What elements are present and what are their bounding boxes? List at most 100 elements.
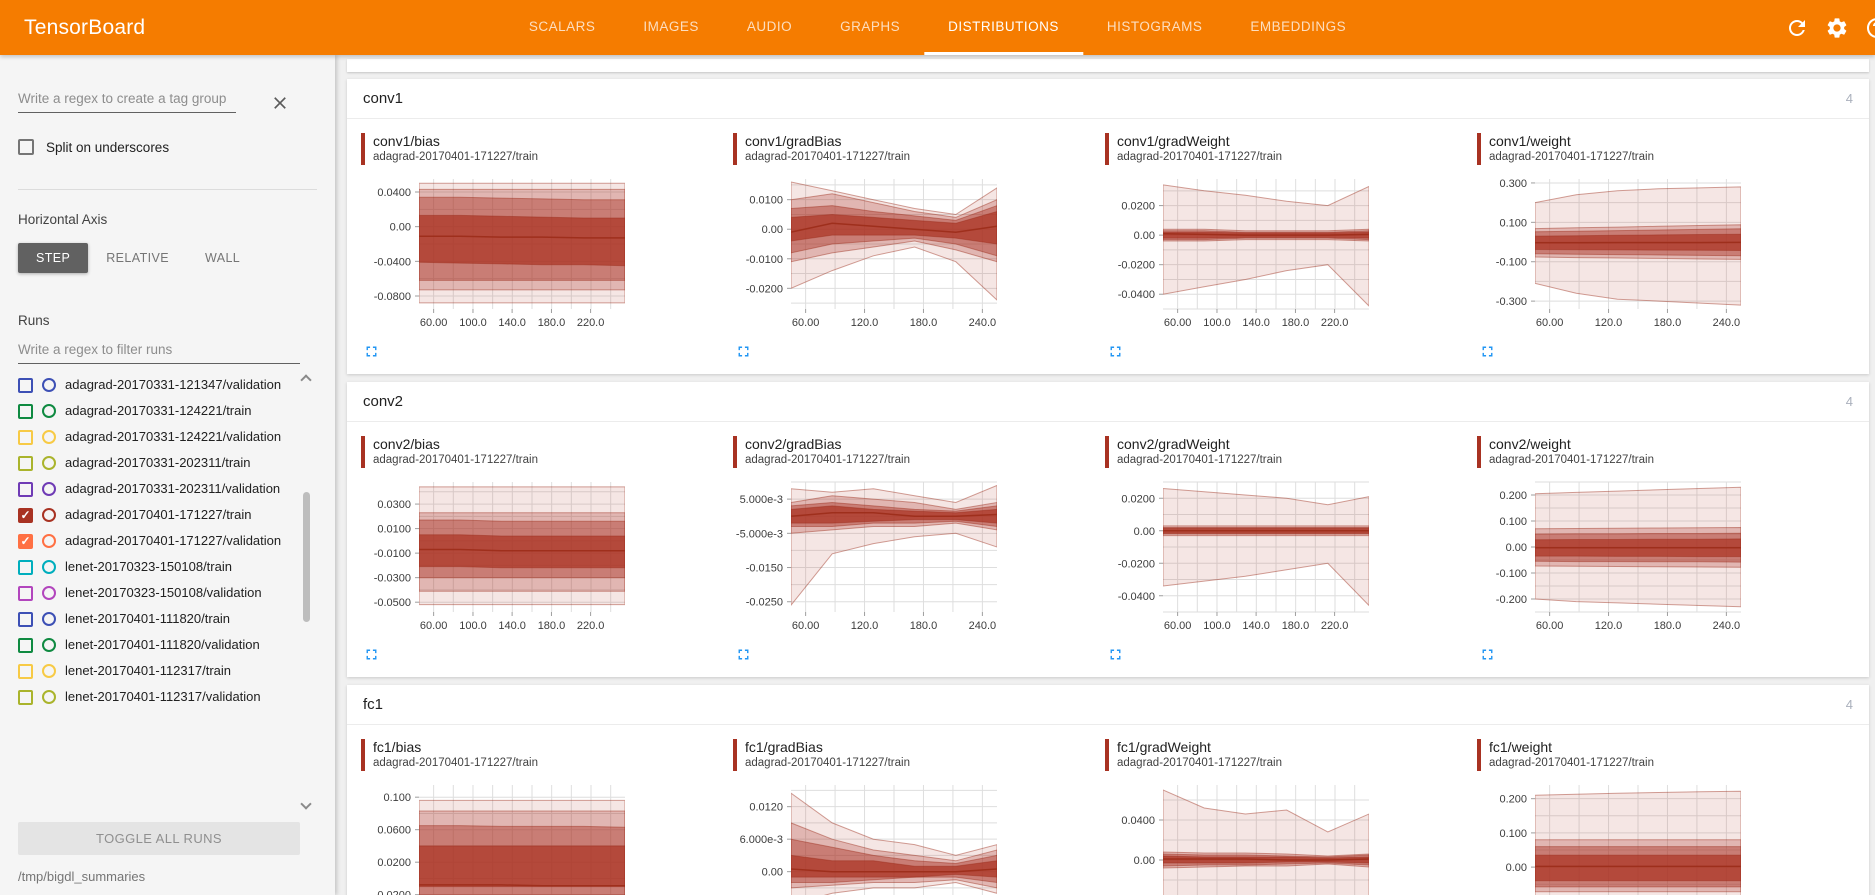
scroll-down-icon[interactable] bbox=[300, 798, 312, 810]
expand-chart-icon[interactable] bbox=[1479, 343, 1496, 360]
run-checkbox[interactable] bbox=[18, 481, 33, 497]
tab-images[interactable]: IMAGES bbox=[643, 18, 699, 34]
run-checkbox[interactable] bbox=[18, 611, 33, 627]
svg-text:60.00: 60.00 bbox=[420, 317, 448, 329]
section-header[interactable]: conv2 4 bbox=[347, 382, 1869, 422]
expand-chart-icon[interactable] bbox=[1479, 646, 1496, 663]
split-underscores-checkbox[interactable]: Split on underscores bbox=[18, 139, 335, 155]
expand-chart-icon[interactable] bbox=[1107, 343, 1124, 360]
svg-text:180.0: 180.0 bbox=[1654, 317, 1682, 329]
chart-title: conv1/gradWeight bbox=[1117, 133, 1230, 149]
run-row[interactable]: lenet-20170401-112317/validation bbox=[18, 684, 318, 710]
run-row[interactable]: adagrad-20170331-121347/validation bbox=[18, 372, 318, 398]
distribution-chart: 5.000e-3 -5.000e-3 -0.0150 -0.0250 60.00 120.… bbox=[736, 481, 997, 632]
chart-run-subtitle: adagrad-20170401-171227/train bbox=[1117, 757, 1282, 769]
run-label: lenet-20170323-150108/train bbox=[65, 559, 232, 574]
tab-audio[interactable]: AUDIO bbox=[746, 18, 793, 34]
run-checkbox[interactable] bbox=[18, 637, 33, 653]
run-row[interactable]: adagrad-20170331-124221/train bbox=[18, 398, 318, 424]
run-radio-icon[interactable] bbox=[42, 456, 56, 470]
chart-run-subtitle: adagrad-20170401-171227/train bbox=[1117, 454, 1282, 466]
tab-histograms[interactable]: HISTOGRAMS bbox=[1106, 18, 1203, 34]
section-header[interactable]: conv1 4 bbox=[347, 79, 1869, 119]
tag-group-regex-input[interactable] bbox=[18, 87, 236, 113]
scroll-up-icon[interactable] bbox=[300, 374, 312, 386]
scrollbar-thumb[interactable] bbox=[303, 492, 310, 622]
run-radio-icon[interactable] bbox=[42, 638, 56, 652]
refresh-icon[interactable] bbox=[1785, 16, 1809, 40]
app-header: TensorBoard SCALARS IMAGES AUDIO GRAPHS DIST… bbox=[0, 0, 1875, 55]
run-radio-icon[interactable] bbox=[42, 430, 56, 444]
expand-chart-icon[interactable] bbox=[363, 343, 380, 360]
settings-icon[interactable] bbox=[1825, 16, 1849, 40]
horizontal-axis-toggle: STEP RELATIVE WALL bbox=[18, 243, 335, 273]
toggle-all-runs-button[interactable]: TOGGLE ALL RUNS bbox=[18, 822, 300, 855]
svg-text:-0.0150: -0.0150 bbox=[746, 563, 783, 575]
svg-text:60.00: 60.00 bbox=[792, 317, 820, 329]
run-radio-icon[interactable] bbox=[42, 534, 56, 548]
tab-embeddings[interactable]: EMBEDDINGS bbox=[1250, 18, 1347, 34]
run-checkbox[interactable] bbox=[18, 455, 33, 471]
run-checkbox[interactable] bbox=[18, 689, 33, 705]
run-radio-icon[interactable] bbox=[42, 586, 56, 600]
run-row[interactable]: lenet-20170323-150108/train bbox=[18, 554, 318, 580]
svg-text:60.00: 60.00 bbox=[1536, 317, 1564, 329]
runs-filter-input[interactable] bbox=[18, 338, 300, 364]
svg-text:0.100: 0.100 bbox=[383, 792, 411, 804]
axis-button-wall[interactable]: WALL bbox=[204, 251, 241, 265]
tab-scalars[interactable]: SCALARS bbox=[528, 18, 596, 34]
svg-text:0.00: 0.00 bbox=[1506, 862, 1527, 874]
expand-chart-icon[interactable] bbox=[735, 343, 752, 360]
run-radio-icon[interactable] bbox=[42, 690, 56, 704]
svg-text:-0.300: -0.300 bbox=[1496, 296, 1527, 308]
run-checkbox[interactable] bbox=[18, 377, 33, 393]
run-radio-icon[interactable] bbox=[42, 404, 56, 418]
run-radio-icon[interactable] bbox=[42, 378, 56, 392]
run-checkbox[interactable] bbox=[18, 403, 33, 419]
close-icon[interactable] bbox=[270, 93, 290, 113]
run-row[interactable]: adagrad-20170331-202311/validation bbox=[18, 476, 318, 502]
run-label: lenet-20170401-111820/train bbox=[65, 611, 231, 626]
run-checkbox[interactable] bbox=[18, 429, 33, 445]
axis-button-relative[interactable]: RELATIVE bbox=[106, 251, 169, 265]
run-row[interactable]: ✓ adagrad-20170401-171227/train bbox=[18, 502, 318, 528]
axis-button-step[interactable]: STEP bbox=[18, 243, 89, 273]
help-icon[interactable] bbox=[1865, 16, 1875, 40]
svg-text:0.0200: 0.0200 bbox=[1121, 201, 1155, 213]
svg-text:0.0100: 0.0100 bbox=[377, 524, 411, 536]
run-row[interactable]: ✓ adagrad-20170401-171227/validation bbox=[18, 528, 318, 554]
run-row[interactable]: adagrad-20170331-124221/validation bbox=[18, 424, 318, 450]
checkbox-icon[interactable] bbox=[18, 139, 34, 155]
svg-text:140.0: 140.0 bbox=[1242, 317, 1270, 329]
svg-text:60.00: 60.00 bbox=[420, 620, 448, 632]
runs-scrollbar bbox=[300, 372, 312, 812]
svg-text:0.0400: 0.0400 bbox=[377, 187, 411, 199]
run-row[interactable]: adagrad-20170331-202311/train bbox=[18, 450, 318, 476]
run-row[interactable]: lenet-20170323-150108/validation bbox=[18, 580, 318, 606]
run-checkbox[interactable] bbox=[18, 585, 33, 601]
app-title: TensorBoard bbox=[24, 15, 146, 39]
chart-run-subtitle: adagrad-20170401-171227/train bbox=[373, 757, 538, 769]
expand-chart-icon[interactable] bbox=[1107, 646, 1124, 663]
expand-chart-icon[interactable] bbox=[363, 646, 380, 663]
run-radio-icon[interactable] bbox=[42, 482, 56, 496]
tab-distributions[interactable]: DISTRIBUTIONS bbox=[924, 0, 1083, 55]
run-row[interactable]: lenet-20170401-112317/train bbox=[18, 658, 318, 684]
chart-card: conv2/weight adagrad-20170401-171227/trai… bbox=[1475, 432, 1847, 677]
run-radio-icon[interactable] bbox=[42, 508, 56, 522]
chart-card: conv2/gradBias adagrad-20170401-171227/tr… bbox=[731, 432, 1103, 677]
run-checkbox[interactable] bbox=[18, 663, 33, 679]
run-checkbox[interactable]: ✓ bbox=[18, 507, 33, 523]
run-radio-icon[interactable] bbox=[42, 560, 56, 574]
run-row[interactable]: lenet-20170401-111820/train bbox=[18, 606, 318, 632]
expand-chart-icon[interactable] bbox=[735, 646, 752, 663]
svg-text:140.0: 140.0 bbox=[498, 317, 526, 329]
tab-graphs[interactable]: GRAPHS bbox=[840, 18, 901, 34]
run-radio-icon[interactable] bbox=[42, 664, 56, 678]
run-radio-icon[interactable] bbox=[42, 612, 56, 626]
section-header[interactable]: fc1 4 bbox=[347, 685, 1869, 725]
run-checkbox[interactable] bbox=[18, 559, 33, 575]
run-row[interactable]: lenet-20170401-111820/validation bbox=[18, 632, 318, 658]
run-checkbox[interactable]: ✓ bbox=[18, 533, 33, 549]
charts-row: conv2/bias adagrad-20170401-171227/train 0… bbox=[347, 422, 1869, 677]
